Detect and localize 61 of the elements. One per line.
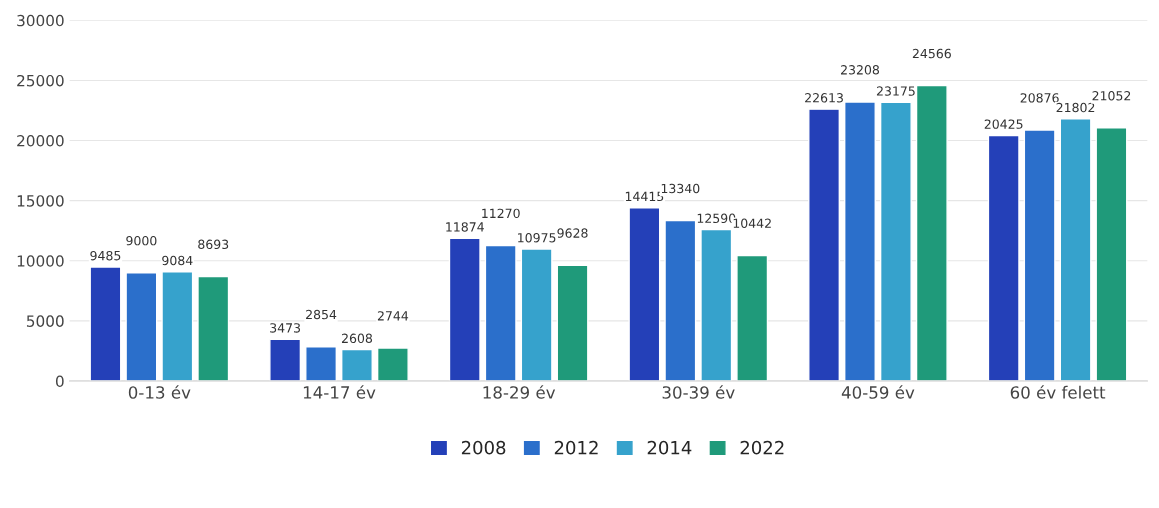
bar <box>915 84 948 381</box>
data-label: 10975 <box>518 233 556 243</box>
bar <box>520 248 553 381</box>
y-tick-label: 5000 <box>26 315 64 327</box>
data-label: 3473 <box>270 323 301 333</box>
y-tick-label: 25000 <box>17 74 64 87</box>
data-label: 11270 <box>482 208 520 219</box>
bar <box>1095 127 1128 381</box>
data-label: 14415 <box>625 191 664 202</box>
data-label: 2608 <box>341 333 373 344</box>
bar <box>341 348 373 381</box>
data-label: 20876 <box>1020 93 1059 103</box>
data-label: 9628 <box>557 228 588 238</box>
x-tick-label: 18-29 év <box>483 385 556 399</box>
bar <box>879 101 912 381</box>
bar <box>628 206 661 381</box>
bar <box>844 101 876 381</box>
x-tick-label: 60 év felett <box>1010 385 1106 399</box>
bar <box>269 338 302 381</box>
legend-label: 2008 <box>461 440 506 455</box>
data-label: 21052 <box>1092 91 1131 101</box>
data-label: 22613 <box>805 93 843 103</box>
data-label: 9000 <box>126 235 157 246</box>
legend-label: 2022 <box>740 440 784 455</box>
data-label: 13340 <box>661 183 700 194</box>
bar <box>89 266 122 381</box>
y-tick-label: 20000 <box>17 135 64 147</box>
bar <box>556 264 589 381</box>
bar <box>664 219 697 381</box>
bar <box>1059 118 1092 381</box>
bar <box>376 347 409 381</box>
x-tick-label: 0-13 év <box>128 385 191 399</box>
data-label: 21802 <box>1056 102 1095 113</box>
bar <box>305 345 338 381</box>
y-tick-label: 15000 <box>17 195 64 207</box>
data-label: 2744 <box>377 311 409 321</box>
x-tick-label: 40-59 év <box>841 385 915 399</box>
bar <box>736 254 769 381</box>
x-tick-label: 14-17 év <box>303 385 376 399</box>
data-label: 2854 <box>306 309 337 320</box>
bar <box>1023 129 1056 381</box>
data-label: 20425 <box>984 119 1023 129</box>
y-tick-label: 10000 <box>17 255 64 267</box>
y-tick-label: 30000 <box>17 14 64 27</box>
bar <box>161 271 194 381</box>
data-label: 23208 <box>841 65 879 75</box>
bar <box>125 272 158 381</box>
data-label: 9084 <box>162 255 193 266</box>
bar <box>448 237 481 381</box>
bar <box>197 275 230 381</box>
y-tick-label: 0 <box>55 375 64 388</box>
data-label: 9485 <box>90 250 121 261</box>
data-label: 24566 <box>912 48 951 59</box>
x-tick-label: 30-39 év <box>662 385 735 399</box>
bar <box>484 244 517 381</box>
legend-label: 2014 <box>647 440 692 455</box>
data-label: 11874 <box>446 222 484 232</box>
data-label: 8693 <box>198 239 229 250</box>
legend-label: 2012 <box>554 440 598 455</box>
bar <box>808 108 841 381</box>
data-label: 23175 <box>876 86 915 96</box>
